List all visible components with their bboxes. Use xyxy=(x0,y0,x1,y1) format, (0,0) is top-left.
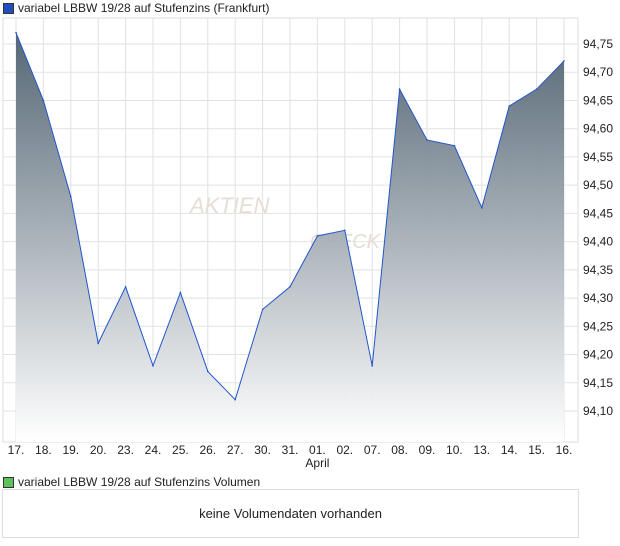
y-tick-label: 94,45 xyxy=(583,206,613,220)
x-tick-label: 31. xyxy=(282,443,299,457)
price-point xyxy=(179,291,182,294)
y-tick-label: 94,60 xyxy=(583,122,613,136)
y-tick-label: 94,75 xyxy=(583,37,613,51)
price-point xyxy=(261,308,264,311)
y-tick-label: 94,15 xyxy=(583,376,613,390)
volume-legend-swatch xyxy=(3,476,14,488)
volume-legend: variabel LBBW 19/28 auf Stufenzins Volum… xyxy=(3,475,260,489)
x-tick-label: 02. xyxy=(336,443,353,457)
price-point xyxy=(152,365,154,367)
y-tick-label: 94,40 xyxy=(583,235,613,249)
price-point xyxy=(426,139,428,141)
price-point xyxy=(15,31,17,34)
price-chart: AKTIEN CHECK 17.18.19.20.23.24.25.26.27.… xyxy=(2,17,613,470)
price-point xyxy=(535,88,538,90)
x-tick-label: 10. xyxy=(446,443,463,457)
y-tick-label: 94,55 xyxy=(583,150,613,164)
volume-legend-label: variabel LBBW 19/28 auf Stufenzins Volum… xyxy=(18,475,261,489)
price-legend-label: variabel LBBW 19/28 auf Stufenzins (Fran… xyxy=(18,1,270,15)
price-point xyxy=(207,370,209,373)
x-tick-label: 14. xyxy=(501,443,518,457)
watermark: AKTIEN xyxy=(188,193,270,218)
price-point xyxy=(481,206,483,209)
y-tick-label: 94,35 xyxy=(583,263,613,277)
price-point xyxy=(289,285,291,288)
x-tick-label: 25. xyxy=(172,443,189,457)
no-volume-message: keine Volumendaten vorhanden xyxy=(199,506,382,521)
x-tick-label: 07. xyxy=(364,443,381,457)
x-tick-label: 26. xyxy=(199,443,216,457)
price-point xyxy=(453,144,456,147)
y-tick-label: 94,30 xyxy=(583,291,613,305)
x-tick-label: 30. xyxy=(254,443,271,457)
y-tick-label: 94,70 xyxy=(583,65,613,79)
y-tick-label: 94,50 xyxy=(583,178,613,192)
price-legend-swatch xyxy=(3,2,14,14)
price-point xyxy=(42,99,45,102)
price-point xyxy=(398,88,401,90)
price-point xyxy=(344,229,346,232)
x-tick-label: 18. xyxy=(35,443,52,457)
x-tick-label: 20. xyxy=(90,443,107,457)
y-tick-label: 94,20 xyxy=(583,348,613,362)
price-point xyxy=(124,285,127,288)
y-tick-label: 94,25 xyxy=(583,319,613,333)
price-point xyxy=(70,195,72,198)
y-tick-label: 94,10 xyxy=(583,404,613,418)
price-point xyxy=(97,342,99,345)
x-tick-label: 19. xyxy=(62,443,79,457)
x-tick-label: 01. xyxy=(309,443,326,457)
x-tick-label: 27. xyxy=(227,443,244,457)
x-tick-label: 08. xyxy=(391,443,408,457)
x-tick-label: 17. xyxy=(8,443,25,457)
price-point xyxy=(316,235,319,237)
x-tick-label: 15. xyxy=(528,443,545,457)
x-tick-label: 13. xyxy=(473,443,490,457)
x-tick-label: 09. xyxy=(419,443,436,457)
price-point xyxy=(371,365,374,367)
price-legend: variabel LBBW 19/28 auf Stufenzins (Fran… xyxy=(3,1,269,15)
price-point xyxy=(508,105,511,107)
x-month-label: April xyxy=(305,456,329,470)
x-tick-label: 16. xyxy=(556,443,573,457)
volume-panel: keine Volumendaten vorhanden xyxy=(2,489,579,538)
x-tick-label: 24. xyxy=(145,443,162,457)
x-tick-label: 23. xyxy=(117,443,134,457)
price-area xyxy=(16,32,564,442)
y-tick-label: 94,65 xyxy=(583,93,613,107)
price-point xyxy=(234,398,236,401)
price-point xyxy=(563,60,565,62)
